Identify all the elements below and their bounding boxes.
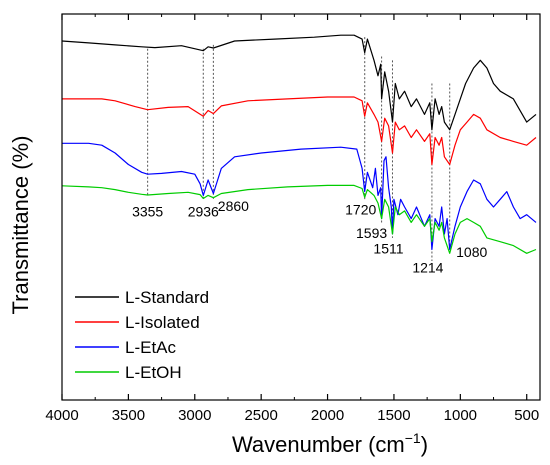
legend-label: L-Standard	[125, 288, 209, 307]
axes: 4000 3500 3000 2500 2000 1500 1000 500	[45, 13, 541, 424]
peak-label: 2860	[218, 198, 249, 214]
series-line	[61, 184, 537, 254]
legend-label: L-EtOH	[125, 363, 182, 382]
legend-label: L-EtAc	[125, 338, 177, 357]
x-axis-label-close: )	[421, 432, 428, 457]
x-axis-label: Wavenumber (cm−1)	[232, 430, 428, 457]
series-line	[62, 142, 537, 251]
x-tick-label: 2000	[311, 407, 344, 424]
peak-label: 1214	[412, 260, 443, 276]
x-axis-label-sup: −1	[405, 430, 421, 446]
x-axis-label-main: Wavenumber (cm	[232, 432, 405, 457]
plot-frame	[61, 13, 541, 401]
x-tick-label: 2500	[244, 407, 277, 424]
legend-label: L-Isolated	[125, 313, 200, 332]
x-tick-label: 500	[514, 407, 539, 424]
peak-label: 2936	[188, 204, 219, 220]
x-tick-label: 1500	[377, 407, 410, 424]
x-tick-label: 4000	[45, 407, 78, 424]
peak-label: 1593	[356, 225, 387, 241]
peak-label: 1080	[456, 244, 487, 260]
spectra-series	[61, 34, 537, 254]
series-line	[61, 34, 537, 131]
peak-label: 1511	[373, 240, 403, 256]
y-axis-label: Transmittance (%)	[8, 136, 33, 315]
series-line	[62, 96, 537, 166]
x-tick-label: 3000	[178, 407, 211, 424]
legend: L-Standard L-Isolated L-EtAc L-EtOH	[75, 288, 209, 382]
x-tick-label: 1000	[444, 407, 477, 424]
peak-label: 1720	[345, 202, 376, 218]
x-tick-label: 3500	[112, 407, 145, 424]
peak-label: 3355	[132, 204, 163, 220]
